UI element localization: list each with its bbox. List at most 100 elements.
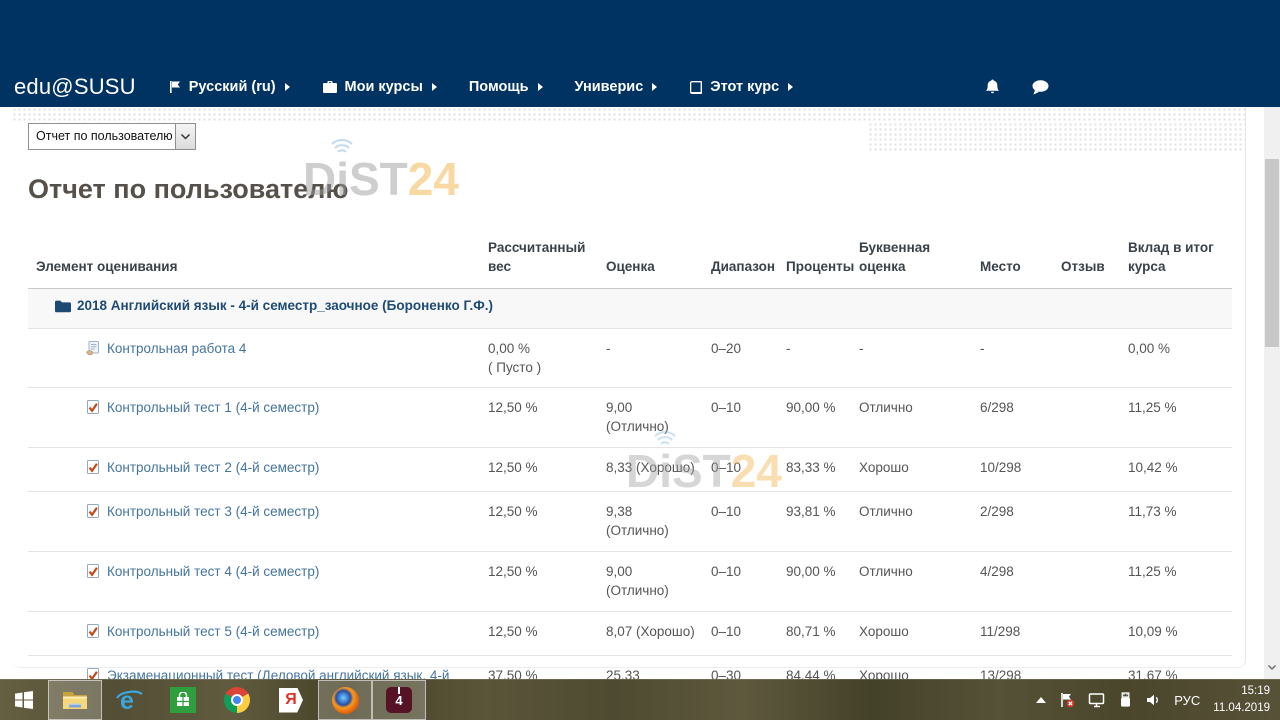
start-button[interactable] [0, 680, 48, 720]
weight-cell: 12,50 % [480, 491, 598, 552]
nav-help[interactable]: Помощь [469, 79, 543, 95]
nav-univeris[interactable]: Универис [575, 79, 658, 95]
column-header-grade: Оценка [598, 235, 703, 289]
taskbar-windows-store[interactable] [156, 680, 210, 720]
taskbar-chrome[interactable] [210, 680, 264, 720]
nav-my-courses[interactable]: Мои курсы [322, 79, 437, 95]
letter-cell: Отлично [851, 550, 972, 612]
scrollbar-thumb[interactable] [1265, 159, 1279, 347]
table-row: Контрольный тест 4 (4-й семестр) 12,50 %… [28, 550, 1232, 612]
show-hidden-icons-chevron[interactable] [1036, 697, 1047, 703]
scroll-down-arrow-icon[interactable] [1267, 664, 1277, 671]
rank-cell: 10/298 [972, 447, 1053, 492]
header-texture [12, 107, 1246, 122]
category-name: 2018 Английский язык - 4-й семестр_заочн… [77, 297, 493, 313]
briefcase-icon [322, 81, 337, 93]
nav-this-course[interactable]: Этот курс [689, 79, 794, 95]
item-cell: Контрольная работа 4 [28, 327, 480, 388]
range-cell: 0–10 [703, 447, 778, 492]
content-card: Отчет по пользователю Отчет по пользоват… [12, 107, 1246, 720]
flag-icon [169, 81, 180, 93]
taskbar-yandex-browser[interactable]: Я [264, 680, 318, 720]
taskbar-4k-downloader[interactable]: 4 [372, 680, 426, 720]
column-header-item: Элемент оценивания [28, 235, 480, 289]
usb-device-icon[interactable] [1119, 692, 1132, 708]
clock-time: 15:19 [1241, 685, 1270, 698]
weight-cell: 12,50 % [480, 447, 598, 492]
action-center-flag-icon[interactable] [1059, 692, 1075, 708]
item-link[interactable]: Контрольный тест 2 (4-й семестр) [107, 460, 320, 476]
rank-cell: 6/298 [972, 387, 1053, 448]
taskbar-firefox[interactable] [318, 680, 372, 720]
caret-right-icon [652, 83, 658, 91]
chat-icon[interactable] [1031, 79, 1050, 96]
letter-cell: Хорошо [851, 447, 972, 492]
nav-help-label: Помощь [468, 79, 529, 95]
windows-taskbar: e Я 4 РУС 15:19 11.04.2019 [0, 679, 1280, 720]
item-cell: Контрольный тест 4 (4-й семестр) [28, 550, 480, 612]
table-row: Контрольный тест 3 (4-й семестр) 12,50 %… [28, 491, 1232, 552]
nav-my-courses-label: Мои курсы [344, 79, 423, 95]
caret-right-icon [284, 83, 290, 91]
grade-cell: 8,33 (Хорошо) [598, 447, 703, 492]
rank-cell: 2/298 [972, 491, 1053, 552]
windows-start-icon [15, 691, 33, 709]
clock[interactable]: 15:19 11.04.2019 [1213, 683, 1270, 716]
quiz-icon [85, 459, 101, 481]
taskbar-internet-explorer[interactable]: e [102, 680, 156, 720]
item-cell: Контрольный тест 3 (4-й семестр) [28, 491, 480, 552]
item-link[interactable]: Контрольная работа 4 [107, 340, 247, 356]
table-row: Контрольная работа 4 0,00 % ( Пусто ) - 0… [28, 327, 1232, 388]
select-arrow-button[interactable] [175, 124, 195, 149]
contribution-cell: 11,73 % [1120, 491, 1232, 552]
column-header-rank: Место [972, 235, 1053, 289]
nav-this-course-label: Этот курс [710, 79, 780, 95]
percent-cell: - [778, 327, 851, 388]
feedback-cell [1053, 447, 1120, 492]
rank-cell: - [972, 327, 1053, 388]
item-link[interactable]: Контрольный тест 4 (4-й семестр) [107, 563, 320, 579]
table-header-row: Элемент оценивания Рассчитанный вес Оцен… [28, 235, 1232, 289]
percent-cell: 83,33 % [778, 447, 851, 492]
range-cell: 0–20 [703, 327, 778, 388]
main-navbar: edu@SUSU Русский (ru) Мои курсы Помощь [0, 67, 1280, 107]
yandex-browser-icon: Я [279, 687, 303, 713]
report-type-select[interactable]: Отчет по пользователю [28, 123, 196, 150]
notifications-bell-icon[interactable] [984, 78, 1001, 96]
weight-cell: 12,50 % [480, 387, 598, 448]
table-row: Контрольный тест 1 (4-й семестр) 12,50 %… [28, 387, 1232, 448]
item-link[interactable]: Контрольный тест 3 (4-й семестр) [107, 504, 320, 520]
quiz-icon [85, 623, 101, 645]
contribution-cell: 10,09 % [1120, 610, 1232, 656]
vertical-scrollbar[interactable] [1264, 107, 1280, 680]
main-nav: Русский (ru) Мои курсы Помощь Универис [136, 79, 794, 95]
language-indicator[interactable]: РУС [1174, 692, 1201, 708]
display-settings-icon[interactable] [1088, 692, 1106, 708]
user-report-table: Элемент оценивания Рассчитанный вес Оцен… [28, 235, 1232, 720]
item-link[interactable]: Контрольный тест 5 (4-й семестр) [107, 623, 320, 639]
column-header-letter: Буквенная оценка [851, 235, 972, 289]
weight-cell: 0,00 % ( Пусто ) [480, 327, 598, 388]
column-header-feedback: Отзыв [1053, 235, 1120, 289]
firefox-icon [331, 686, 359, 714]
caret-right-icon [788, 83, 794, 91]
brand-logo[interactable]: edu@SUSU [14, 74, 136, 99]
nav-language-label: Русский (ru) [188, 79, 276, 95]
speaker-icon[interactable] [1145, 693, 1161, 707]
caret-right-icon [537, 83, 543, 91]
item-link[interactable]: Контрольный тест 1 (4-й семестр) [107, 400, 320, 416]
caret-right-icon [431, 83, 437, 91]
yandex-letter: Я [285, 691, 297, 708]
grade-cell: 9,38 (Отлично) [598, 491, 703, 552]
page-title: Отчет по пользователю [28, 174, 349, 204]
feedback-cell [1053, 550, 1120, 612]
weight-cell: 12,50 % [480, 550, 598, 612]
4k-downloader-icon: 4 [386, 687, 412, 713]
nav-language[interactable]: Русский (ru) [168, 79, 290, 95]
weight-note: ( Пусто ) [488, 359, 542, 375]
nav-univeris-label: Универис [574, 79, 644, 95]
taskbar-file-explorer[interactable] [48, 680, 102, 720]
grade-cell: 9,00 (Отлично) [598, 387, 703, 448]
clock-date: 11.04.2019 [1213, 702, 1270, 714]
windows-store-icon [170, 687, 196, 713]
